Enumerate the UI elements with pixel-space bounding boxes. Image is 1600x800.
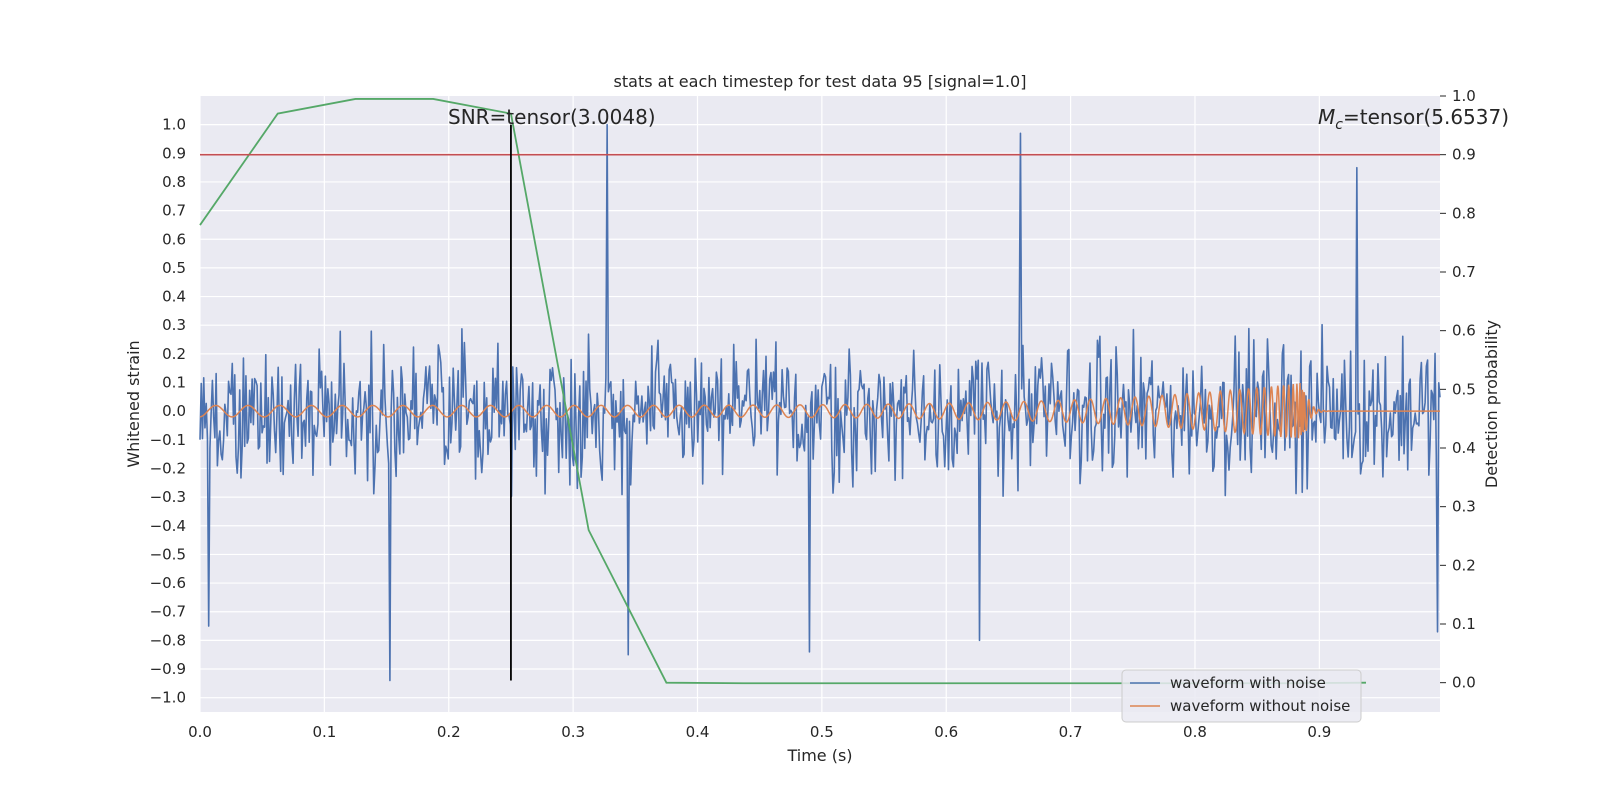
legend: waveform with noise waveform without noi…	[1121, 669, 1362, 723]
y2-tick-label: 0.9	[1452, 146, 1476, 164]
chirp-mass-symbol: M	[1318, 105, 1335, 129]
x-tick-label: 0.3	[561, 723, 585, 741]
series-waveform-without-noise	[199, 383, 1440, 439]
chirp-mass-subscript: c	[1335, 117, 1343, 133]
y-tick-label: −0.5	[150, 545, 186, 563]
reference-lines	[200, 124, 1440, 681]
chart-title: stats at each timestep for test data 95 …	[614, 72, 1027, 91]
y-tick-label: −0.6	[150, 574, 186, 592]
chirp-mass-value: =tensor(5.6537)	[1343, 105, 1509, 129]
y2-tick-label: 0.8	[1452, 204, 1476, 222]
y2-tick-label: 0.4	[1452, 439, 1476, 457]
x-tick-label: 0.0	[188, 723, 212, 741]
y-tick-label: 0.1	[162, 374, 186, 392]
x-tick-label: 0.4	[686, 723, 710, 741]
x-tick-label: 0.1	[312, 723, 336, 741]
x-tick-label: 0.6	[934, 723, 958, 741]
clean-line	[199, 383, 1440, 439]
y-tick-label: 0.9	[162, 144, 186, 162]
y-tick-label: −0.2	[150, 459, 186, 477]
y-tick-label: 0.5	[162, 259, 186, 277]
y-tick-label: 0.6	[162, 230, 186, 248]
y-tick-label: 0.8	[162, 173, 186, 191]
y2-tick-label: 0.6	[1452, 322, 1476, 340]
y-tick-label: −0.4	[150, 517, 186, 535]
y2-tick-label: 0.1	[1452, 615, 1476, 633]
y-tick-label: 1.0	[162, 116, 186, 134]
y-axis-label: Whitened strain	[124, 340, 143, 467]
y-tick-label: −0.8	[150, 631, 186, 649]
snr-annotation: SNR=tensor(3.0048)	[448, 105, 656, 129]
y2-axis-label: Detection probability	[1482, 320, 1501, 488]
y-tick-label: 0.0	[162, 402, 186, 420]
y2-tick-label: 0.3	[1452, 498, 1476, 516]
legend-label-clean: waveform without noise	[1170, 697, 1350, 715]
y-tick-label: 0.7	[162, 202, 186, 220]
x-tick-label: 0.8	[1183, 723, 1207, 741]
legend-box	[1121, 669, 1362, 723]
noise-line	[199, 123, 1441, 682]
y2-tick-label: 0.0	[1452, 674, 1476, 692]
y2-tick-label: 1.0	[1452, 87, 1476, 105]
x-axis-label: Time (s)	[786, 746, 852, 765]
y-tick-label: 0.2	[162, 345, 186, 363]
y-tick-label: −0.9	[150, 660, 186, 678]
y2-tick-label: 0.5	[1452, 380, 1476, 398]
y2-axis-ticks: 1.0 0.9 0.8 0.7 0.6 0.5 0.4 0.3 0.2 0.1 0.0	[1440, 87, 1476, 692]
y-tick-label: 0.4	[162, 288, 186, 306]
x-tick-label: 0.2	[437, 723, 461, 741]
x-tick-label: 0.5	[810, 723, 834, 741]
y2-tick-label: 0.2	[1452, 556, 1476, 574]
y-tick-label: 0.3	[162, 316, 186, 334]
x-axis-ticks: 0.0 0.1 0.2 0.3 0.4 0.5 0.6 0.7 0.8 0.9	[188, 723, 1331, 741]
y-tick-label: −0.7	[150, 603, 186, 621]
y-tick-label: −0.1	[150, 431, 186, 449]
legend-label-noise: waveform with noise	[1170, 674, 1326, 692]
x-tick-label: 0.7	[1059, 723, 1083, 741]
x-tick-label: 0.9	[1307, 723, 1331, 741]
y-tick-label: −0.3	[150, 488, 186, 506]
chirp-mass-annotation: Mc=tensor(5.6537)	[1318, 105, 1509, 133]
y-axis-ticks: 1.0 0.9 0.8 0.7 0.6 0.5 0.4 0.3 0.2 0.1 0.0 −0.1 −0.…	[150, 116, 186, 707]
y2-tick-label: 0.7	[1452, 263, 1476, 281]
series-waveform-with-noise	[199, 123, 1441, 682]
y-tick-label: −1.0	[150, 689, 186, 707]
